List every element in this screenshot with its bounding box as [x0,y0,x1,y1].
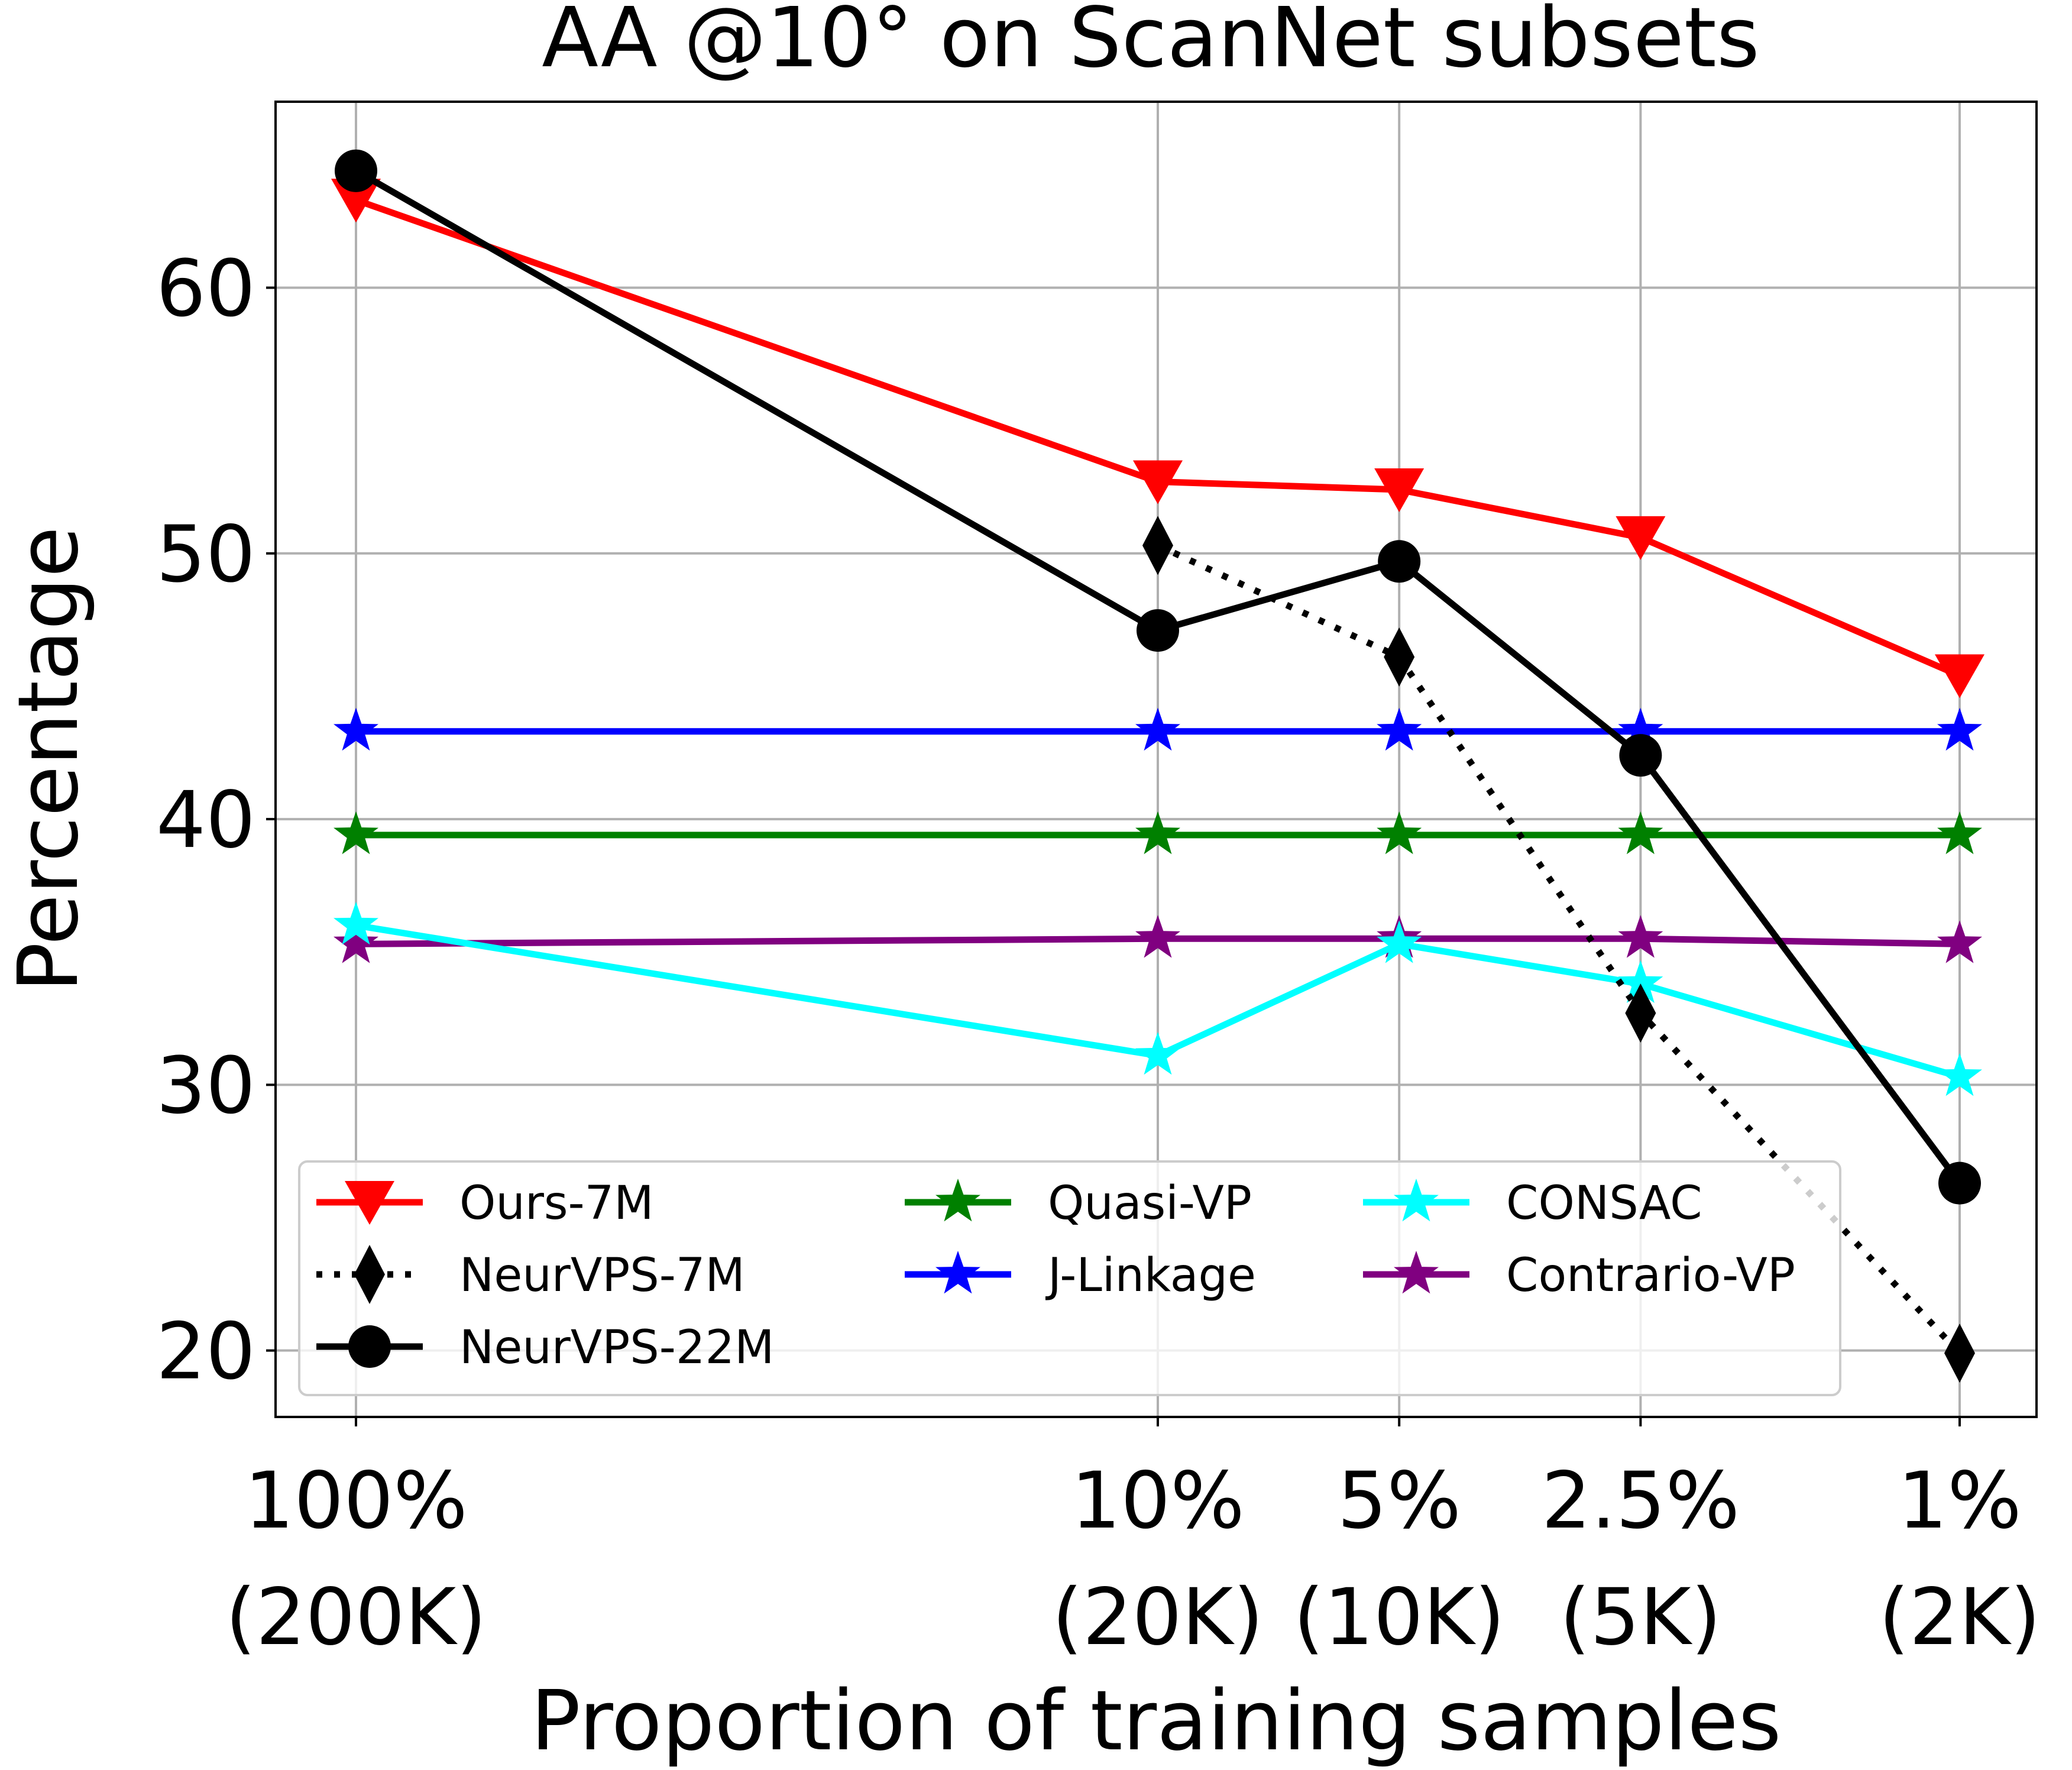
data-point [1135,915,1180,958]
legend-marker [354,1245,385,1304]
x-tick-label-pct: 1% [1898,1455,2021,1546]
data-point [1377,707,1422,751]
data-point [1618,811,1663,855]
legend-marker [348,1325,391,1368]
series-quasi-vp [334,811,1982,855]
y-tick-label: 30 [156,1040,255,1131]
legend-item-neurvps-7m: NeurVPS-7M [316,1245,745,1304]
x-tick-label-pct: 2.5% [1542,1455,1740,1546]
legend: Ours-7M NeurVPS-7M NeurVPS-22M Quasi-VP J-Li… [298,1160,1841,1396]
data-point [334,707,378,751]
series-consac [334,901,1982,1096]
legend-label: NeurVPS-7M [459,1249,745,1302]
chart-title: AA @10° on ScanNet subsets [542,0,1760,86]
data-point [1137,609,1179,652]
data-point [1135,811,1180,855]
y-axis-title: Percentage [1,526,97,992]
data-point [1135,1032,1180,1075]
data-point [1618,707,1663,751]
y-axis-ticks: 20 30 40 50 60 [156,244,276,1397]
x-tick-label-count: (2K) [1879,1572,2041,1663]
data-point [1619,734,1662,777]
legend-label: NeurVPS-22M [459,1321,774,1374]
y-tick-label: 20 [156,1306,255,1397]
data-point [334,901,378,945]
series-neurvps-22m [335,149,1981,1205]
data-point [1384,627,1415,687]
data-point [335,149,377,192]
data-point [1625,983,1656,1043]
data-point [1377,920,1422,963]
legend-marker [1394,1179,1439,1222]
y-tick-label: 40 [156,775,255,866]
x-tick-label-count: (5K) [1560,1572,1722,1663]
legend-item-neurvps-22m: NeurVPS-22M [316,1321,774,1374]
data-point [1937,811,1982,855]
legend-item-consac: CONSAC [1363,1177,1702,1230]
data-point [334,920,378,963]
legend-marker [935,1251,980,1294]
x-tick-label-pct: 100% [244,1455,467,1546]
data-point [1374,468,1424,512]
data-point [1377,811,1422,855]
data-point [1937,707,1982,751]
series-j-linkage [334,707,1982,751]
data-point [1615,516,1666,560]
legend-label: Ours-7M [459,1177,654,1230]
data-point [1133,460,1183,504]
data-point [1135,707,1180,751]
data-point [1938,1161,1981,1205]
data-point [334,811,378,855]
x-tick-label-pct: 10% [1071,1455,1244,1546]
data-point [1944,1324,1975,1383]
legend-label: CONSAC [1506,1177,1702,1230]
legend-label: Quasi-VP [1048,1177,1252,1230]
legend-item-contrario-vp: Contrario-VP [1363,1249,1795,1302]
plot-area-frame [274,101,2038,1418]
data-point [1937,1053,1982,1096]
data-point [331,179,381,223]
series-neurvps-7m [1142,516,1975,1383]
x-tick-label-count: (10K) [1293,1572,1505,1663]
series-lines [331,149,1984,1383]
series-ours-7m [331,179,1984,698]
series-line [1156,542,1963,1355]
x-tick-label-pct: 5% [1337,1455,1461,1546]
legend-item-quasi-vp: Quasi-VP [905,1177,1252,1230]
legend-label: Contrario-VP [1506,1249,1795,1302]
legend-label: J-Linkage [1045,1249,1256,1302]
data-point [1935,654,1984,698]
x-tick-label-count: (20K) [1052,1572,1264,1663]
x-axis-title: Proportion of training samples [530,1673,1781,1769]
y-tick-label: 60 [156,244,255,335]
data-point [1937,920,1982,963]
data-point [1618,915,1663,958]
legend-item-ours-7m: Ours-7M [316,1177,654,1230]
legend-marker [345,1181,394,1225]
data-point [1378,540,1421,583]
legend-item-j-linkage: J-Linkage [905,1249,1256,1302]
x-axis-ticks: 100% (200K) 10% (20K) 5% (10K) 2.5% (5K) 1% (2K) [225,1417,2041,1663]
data-point [1142,516,1173,575]
x-tick-label-count: (200K) [225,1572,487,1663]
y-tick-label: 50 [156,509,255,600]
data-point [1618,960,1663,1003]
legend-box [298,1160,1841,1396]
legend-marker [1394,1251,1439,1294]
legend-marker [935,1179,980,1222]
